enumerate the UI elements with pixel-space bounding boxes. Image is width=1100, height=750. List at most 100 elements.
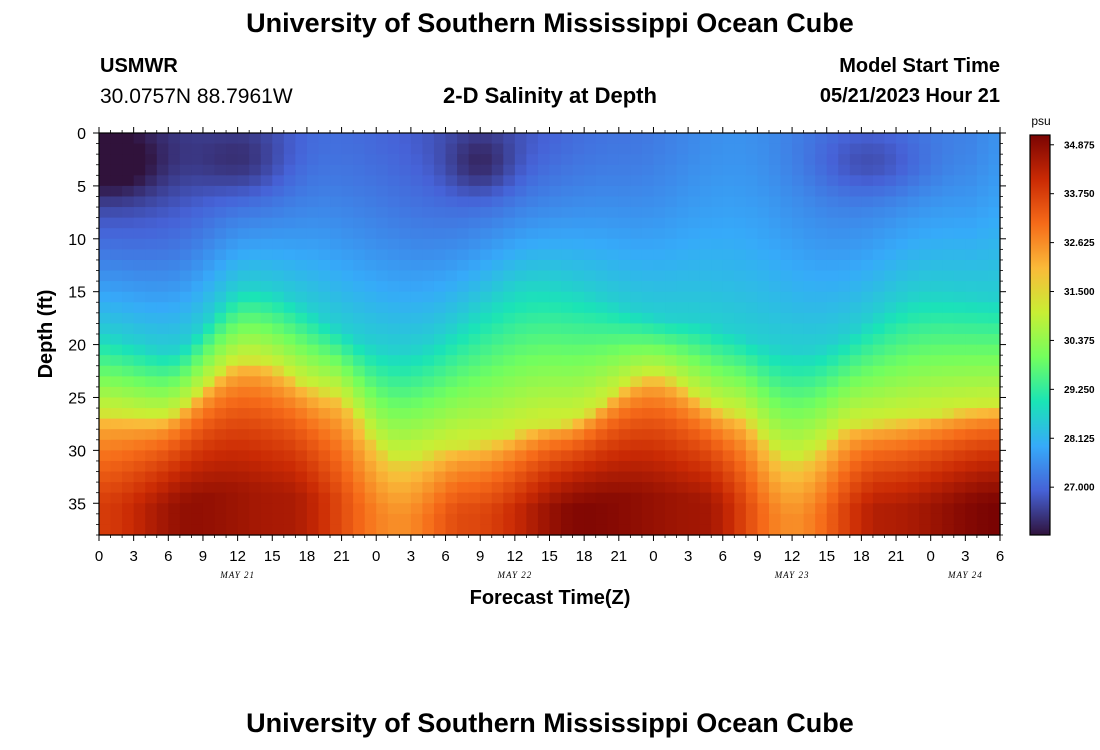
heatmap-cell (226, 207, 239, 219)
heatmap-cell (295, 270, 308, 282)
heatmap-cell (665, 408, 678, 420)
heatmap-cell (919, 365, 932, 377)
heatmap-cell (272, 312, 285, 325)
heatmap-cell (387, 386, 400, 399)
heatmap-cell (653, 524, 666, 536)
heatmap-cell (156, 355, 169, 367)
heatmap-cell (826, 259, 839, 272)
heatmap-cell (965, 524, 978, 536)
heatmap-cell (306, 238, 320, 250)
heatmap-cell (249, 344, 262, 356)
heatmap-cell (953, 450, 966, 462)
heatmap-cell (618, 228, 631, 240)
heatmap-cell (561, 429, 574, 441)
heatmap-cell (99, 471, 112, 483)
heatmap-cell (722, 492, 735, 504)
heatmap-cell (665, 524, 678, 536)
heatmap-cell (202, 492, 216, 504)
heatmap-cell (537, 376, 551, 388)
heatmap-cell (283, 270, 296, 282)
heatmap-cell (641, 249, 655, 261)
heatmap-cell (133, 397, 146, 409)
heatmap-cell (826, 376, 839, 388)
heatmap-cell (433, 334, 447, 346)
heatmap-cell (561, 196, 574, 208)
heatmap-cell (919, 376, 932, 388)
heatmap-cell (503, 355, 516, 367)
heatmap-cell (965, 164, 978, 176)
heatmap-cell (480, 281, 493, 293)
heatmap-cell (826, 524, 839, 536)
heatmap-cell (122, 513, 135, 526)
heatmap-cell (699, 408, 712, 420)
heatmap-cell (133, 524, 146, 536)
heatmap-cell (387, 376, 400, 388)
heatmap-cell (353, 143, 366, 155)
heatmap-cell (318, 524, 331, 536)
heatmap-cell (942, 259, 955, 272)
heatmap-cell (930, 471, 943, 483)
heatmap-cell (145, 397, 158, 409)
heatmap-cell (930, 238, 943, 250)
heatmap-cell (572, 450, 585, 462)
heatmap-cell (896, 228, 909, 240)
heatmap-cell (283, 334, 296, 346)
heatmap-cell (364, 418, 377, 430)
heatmap-cell (641, 492, 655, 504)
heatmap-cell (468, 259, 481, 272)
heatmap-cell (191, 482, 204, 494)
heatmap-cell (711, 376, 724, 388)
heatmap-cell (99, 397, 112, 409)
heatmap-cell (330, 291, 343, 303)
heatmap-cell (838, 217, 851, 229)
heatmap-cell (942, 238, 955, 250)
heatmap-cell (630, 196, 643, 208)
heatmap-cell (353, 418, 366, 430)
heatmap-cell (930, 133, 943, 145)
heatmap-cell (722, 355, 735, 367)
heatmap-cell (757, 164, 770, 176)
heatmap-cell (445, 492, 458, 504)
heatmap-cell (376, 259, 389, 272)
heatmap-cell (179, 365, 193, 377)
heatmap-cell (283, 365, 296, 377)
heatmap-cell (249, 482, 262, 494)
heatmap-cell (942, 207, 955, 219)
heatmap-cell (191, 133, 204, 145)
heatmap-cell (849, 492, 862, 504)
heatmap-cell (745, 259, 759, 272)
heatmap-cell (699, 302, 712, 314)
heatmap-cell (780, 513, 793, 526)
heatmap-cell (976, 312, 990, 325)
heatmap-cell (849, 524, 862, 536)
heatmap-cell (422, 196, 435, 208)
heatmap-cell (930, 513, 943, 526)
heatmap-cell (849, 259, 862, 272)
heatmap-cell (653, 503, 666, 515)
heatmap-cell (942, 397, 955, 409)
heatmap-cell (803, 429, 816, 441)
heatmap-cell (99, 355, 112, 367)
heatmap-cell (318, 418, 331, 430)
heatmap-cell (826, 503, 839, 515)
heatmap-cell (526, 365, 539, 377)
heatmap-cell (976, 524, 990, 536)
heatmap-cell (630, 164, 643, 176)
heatmap-cell (803, 334, 816, 346)
heatmap-cell (757, 249, 770, 261)
heatmap-cell (399, 408, 412, 420)
heatmap-cell (676, 302, 689, 314)
heatmap-cell (699, 217, 712, 229)
heatmap-cell (722, 217, 735, 229)
heatmap-cell (410, 439, 424, 451)
heatmap-cell (976, 175, 990, 187)
heatmap-cell (260, 439, 273, 451)
heatmap-cell (838, 281, 851, 293)
heatmap-cell (514, 302, 527, 314)
heatmap-cell (653, 133, 666, 145)
heatmap-cell (330, 492, 343, 504)
heatmap-cell (318, 450, 331, 462)
heatmap-cell (688, 196, 701, 208)
heatmap-cell (653, 365, 666, 377)
heatmap-cell (283, 249, 296, 261)
